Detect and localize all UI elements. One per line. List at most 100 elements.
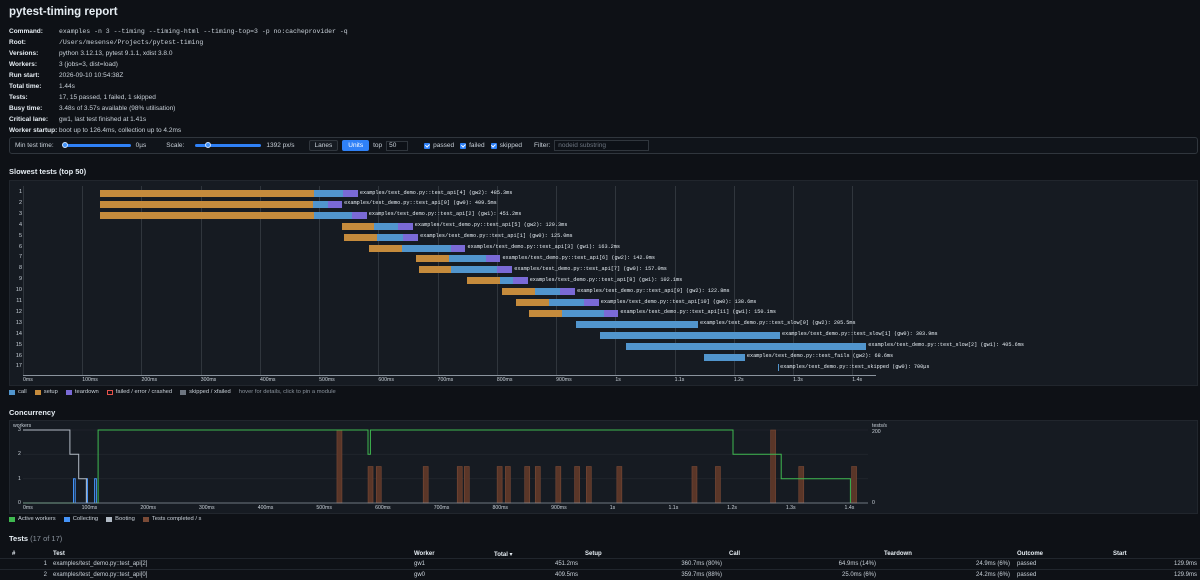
- call-bar[interactable]: [600, 332, 780, 339]
- completed-bin[interactable]: [617, 467, 622, 504]
- filter-input[interactable]: nodeid substring: [554, 140, 649, 151]
- call-bar[interactable]: [313, 201, 328, 208]
- completed-bin[interactable]: [457, 467, 462, 504]
- col-call[interactable]: Call: [729, 551, 740, 557]
- completed-bin[interactable]: [505, 467, 510, 504]
- meta-value: 1.44s: [59, 81, 75, 92]
- bar-label: examples/test_demo.py::test_api[10] (gw0…: [601, 299, 757, 305]
- row-rank: 9: [10, 276, 22, 282]
- teardown-bar[interactable]: [584, 299, 599, 306]
- slider-knob[interactable]: [62, 142, 68, 148]
- x-axis: [23, 375, 876, 376]
- completed-bin[interactable]: [525, 467, 530, 504]
- skipped-checkbox[interactable]: [491, 143, 497, 149]
- units-button[interactable]: Units: [342, 140, 369, 151]
- teardown-bar[interactable]: [343, 190, 358, 197]
- setup-bar[interactable]: [342, 223, 375, 230]
- scale-slider[interactable]: [195, 144, 261, 147]
- completed-bin[interactable]: [535, 467, 540, 504]
- teardown-bar[interactable]: [486, 255, 501, 262]
- legend-collecting: Collecting: [73, 516, 98, 522]
- meta-key: Command:: [9, 26, 59, 37]
- completed-bin[interactable]: [376, 467, 381, 504]
- completed-bin[interactable]: [715, 467, 720, 504]
- teardown-bar[interactable]: [451, 245, 466, 252]
- completed-bin[interactable]: [497, 467, 502, 504]
- completed-bin[interactable]: [423, 467, 428, 504]
- call-bar[interactable]: [549, 299, 584, 306]
- meta-value: gw1, last test finished at 1.41s: [59, 114, 146, 125]
- setup-bar[interactable]: [502, 288, 535, 295]
- top-count-input[interactable]: 50: [386, 141, 408, 151]
- setup-bar[interactable]: [100, 201, 313, 208]
- col-num[interactable]: #: [12, 551, 15, 557]
- completed-bin[interactable]: [852, 467, 857, 504]
- setup-bar[interactable]: [419, 266, 452, 273]
- row-rank: 5: [10, 233, 22, 239]
- concurrency-chart: workers tests/s 200 0 0ms 100ms 200ms 300ms…: [9, 420, 1198, 514]
- teardown-bar[interactable]: [560, 288, 575, 295]
- completed-bin[interactable]: [464, 467, 469, 504]
- call-bar[interactable]: [778, 364, 779, 371]
- col-start[interactable]: Start: [1113, 551, 1127, 557]
- completed-bin[interactable]: [368, 467, 373, 504]
- completed-bin[interactable]: [575, 467, 580, 504]
- teardown-bar[interactable]: [513, 277, 528, 284]
- call-bar[interactable]: [576, 321, 698, 328]
- setup-bar[interactable]: [529, 310, 562, 317]
- setup-bar[interactable]: [516, 299, 549, 306]
- completed-bin[interactable]: [586, 467, 591, 504]
- failed-checkbox[interactable]: [460, 143, 466, 149]
- col-worker[interactable]: Worker: [414, 551, 435, 557]
- setup-bar[interactable]: [416, 255, 449, 262]
- col-setup[interactable]: Setup: [585, 551, 602, 557]
- slider-knob[interactable]: [205, 142, 211, 148]
- completed-bin[interactable]: [692, 467, 697, 504]
- setup-bar[interactable]: [100, 190, 314, 197]
- setup-bar[interactable]: [369, 245, 402, 252]
- teardown-bar[interactable]: [352, 212, 367, 219]
- teardown-bar[interactable]: [604, 310, 619, 317]
- call-bar[interactable]: [314, 190, 343, 197]
- col-total[interactable]: Total ▾: [494, 551, 513, 558]
- row-call: 64.9ms (14%): [839, 561, 876, 567]
- call-bar[interactable]: [535, 288, 560, 295]
- completed-bin[interactable]: [556, 467, 561, 504]
- call-bar[interactable]: [500, 277, 513, 284]
- teardown-bar[interactable]: [328, 201, 342, 208]
- meta-value: 2026-09-10 10:54:38Z: [59, 70, 123, 81]
- passed-label: passed: [433, 142, 454, 149]
- x-tick-label: 1.4s: [852, 377, 862, 383]
- col-outcome[interactable]: Outcome: [1017, 551, 1043, 557]
- call-bar[interactable]: [377, 234, 404, 241]
- teardown-bar[interactable]: [398, 223, 413, 230]
- passed-checkbox[interactable]: [424, 143, 430, 149]
- call-bar[interactable]: [449, 255, 486, 262]
- completed-bin[interactable]: [337, 430, 342, 503]
- call-bar[interactable]: [626, 343, 866, 350]
- call-bar[interactable]: [704, 354, 745, 361]
- call-bar[interactable]: [314, 212, 352, 219]
- call-bar[interactable]: [451, 266, 497, 273]
- lanes-button[interactable]: Lanes: [309, 140, 339, 151]
- setup-bar[interactable]: [344, 234, 377, 241]
- setup-bar[interactable]: [100, 212, 314, 219]
- call-bar[interactable]: [402, 245, 451, 252]
- teardown-bar[interactable]: [497, 266, 512, 273]
- row-rank: 12: [10, 309, 22, 315]
- completed-bin[interactable]: [771, 430, 776, 503]
- col-teardown[interactable]: Teardown: [884, 551, 912, 557]
- row-rank: 1: [10, 189, 22, 195]
- setup-bar[interactable]: [467, 277, 500, 284]
- x-tick-label: 1.2s: [734, 377, 744, 383]
- min-test-time-slider[interactable]: [65, 144, 131, 147]
- table-row[interactable]: 1 examples/test_demo.py::test_api[2] gw1 45…: [0, 558, 1200, 569]
- teardown-bar[interactable]: [403, 234, 418, 241]
- completed-bin[interactable]: [799, 467, 804, 504]
- call-bar[interactable]: [374, 223, 398, 230]
- call-bar[interactable]: [562, 310, 603, 317]
- meta-key: Critical lane:: [9, 114, 59, 125]
- controls-bar: Min test time: 0µs Scale: 1392 px/s Lane…: [9, 137, 1198, 154]
- table-row[interactable]: 2 examples/test_demo.py::test_api[0] gw0 40…: [0, 569, 1200, 580]
- col-test[interactable]: Test: [53, 551, 65, 557]
